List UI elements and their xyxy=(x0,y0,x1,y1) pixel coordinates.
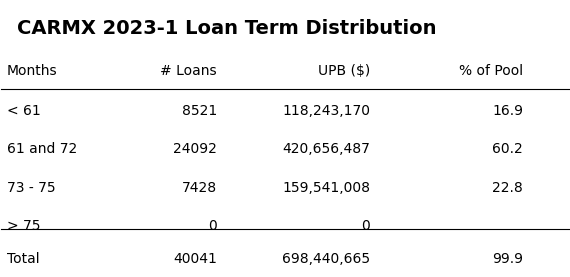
Text: 7428: 7428 xyxy=(182,181,217,195)
Text: CARMX 2023-1 Loan Term Distribution: CARMX 2023-1 Loan Term Distribution xyxy=(17,19,437,39)
Text: Months: Months xyxy=(7,64,58,78)
Text: 698,440,665: 698,440,665 xyxy=(282,252,370,266)
Text: 40041: 40041 xyxy=(173,252,217,266)
Text: 60.2: 60.2 xyxy=(492,142,523,157)
Text: 99.9: 99.9 xyxy=(492,252,523,266)
Text: Total: Total xyxy=(7,252,40,266)
Text: # Loans: # Loans xyxy=(160,64,217,78)
Text: UPB ($): UPB ($) xyxy=(318,64,370,78)
Text: > 75: > 75 xyxy=(7,219,40,233)
Text: 24092: 24092 xyxy=(173,142,217,157)
Text: 61 and 72: 61 and 72 xyxy=(7,142,78,157)
Text: % of Pool: % of Pool xyxy=(459,64,523,78)
Text: 73 - 75: 73 - 75 xyxy=(7,181,56,195)
Text: 420,656,487: 420,656,487 xyxy=(282,142,370,157)
Text: 22.8: 22.8 xyxy=(492,181,523,195)
Text: 8521: 8521 xyxy=(182,104,217,118)
Text: 16.9: 16.9 xyxy=(492,104,523,118)
Text: 159,541,008: 159,541,008 xyxy=(282,181,370,195)
Text: 118,243,170: 118,243,170 xyxy=(282,104,370,118)
Text: 0: 0 xyxy=(361,219,370,233)
Text: 0: 0 xyxy=(208,219,217,233)
Text: < 61: < 61 xyxy=(7,104,41,118)
